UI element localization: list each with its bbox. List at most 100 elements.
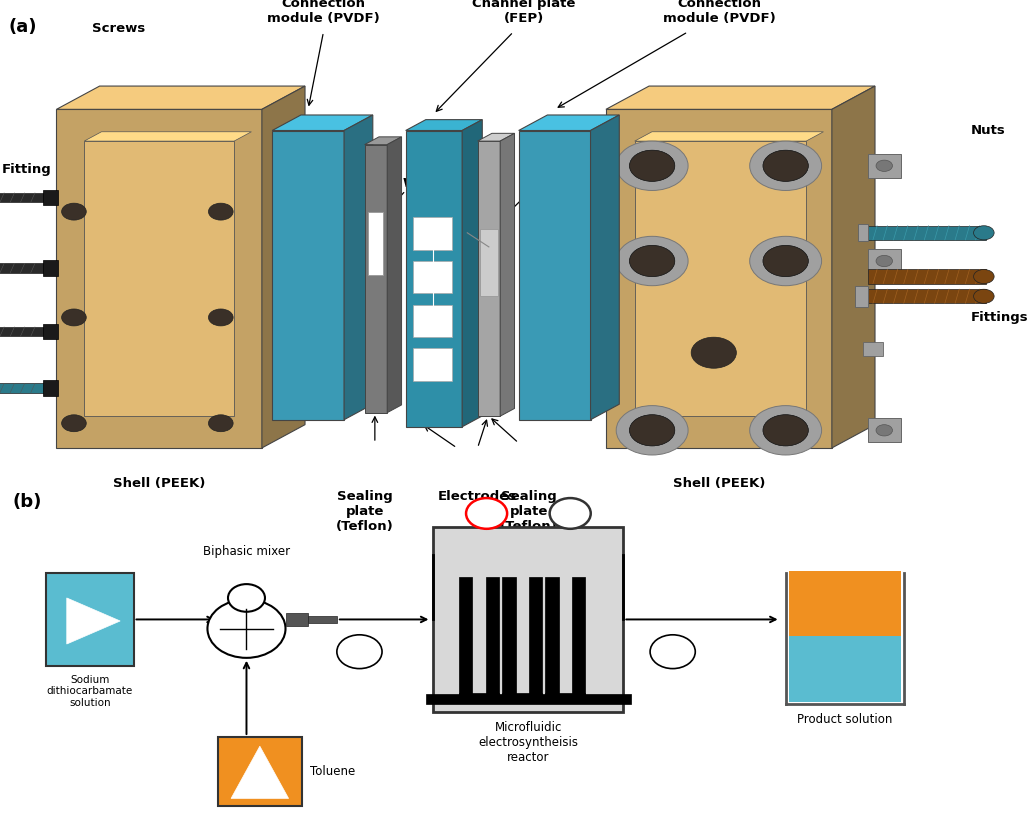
- Circle shape: [750, 236, 822, 286]
- Polygon shape: [855, 286, 868, 307]
- Polygon shape: [462, 119, 483, 427]
- Circle shape: [974, 289, 994, 304]
- Bar: [545, 577, 559, 700]
- Polygon shape: [858, 225, 868, 241]
- Circle shape: [763, 151, 808, 181]
- Polygon shape: [84, 132, 252, 141]
- Text: Shell (PEEK): Shell (PEEK): [113, 477, 205, 490]
- Bar: [286, 612, 308, 626]
- Circle shape: [630, 151, 675, 181]
- Circle shape: [876, 160, 892, 171]
- Text: 1: 1: [355, 645, 364, 658]
- Bar: [545, 693, 585, 702]
- Polygon shape: [606, 86, 875, 109]
- Polygon shape: [43, 260, 58, 276]
- Polygon shape: [478, 141, 500, 416]
- Text: Sealing
plate
(Teflon): Sealing plate (Teflon): [500, 491, 558, 533]
- Polygon shape: [519, 131, 591, 420]
- Polygon shape: [868, 249, 901, 273]
- Circle shape: [616, 406, 688, 455]
- Circle shape: [630, 245, 675, 277]
- Text: 2: 2: [669, 645, 677, 658]
- Polygon shape: [606, 109, 832, 448]
- Circle shape: [630, 151, 675, 181]
- Bar: [486, 577, 499, 700]
- Bar: [502, 577, 516, 700]
- Circle shape: [876, 255, 892, 267]
- Text: −: −: [563, 504, 578, 523]
- Circle shape: [750, 141, 822, 190]
- Bar: [480, 230, 498, 296]
- Polygon shape: [500, 133, 515, 416]
- Bar: [413, 261, 452, 294]
- Bar: [413, 305, 452, 337]
- Text: Wire: Wire: [403, 177, 438, 190]
- Bar: [0, 263, 46, 272]
- Circle shape: [763, 415, 808, 446]
- Bar: [426, 694, 631, 704]
- Circle shape: [876, 425, 892, 436]
- Polygon shape: [43, 323, 58, 339]
- Circle shape: [62, 415, 86, 432]
- Circle shape: [208, 415, 233, 432]
- Text: Fittings: Fittings: [971, 311, 1027, 324]
- Bar: [868, 269, 986, 284]
- Circle shape: [974, 269, 994, 284]
- Bar: [218, 737, 302, 806]
- Bar: [0, 327, 46, 336]
- Circle shape: [763, 415, 808, 446]
- Text: Nuts: Nuts: [971, 124, 1005, 137]
- Polygon shape: [406, 119, 483, 131]
- Bar: [868, 226, 986, 239]
- Circle shape: [650, 635, 695, 668]
- Bar: [0, 193, 46, 202]
- Text: Biphasic mixer: Biphasic mixer: [203, 545, 290, 558]
- Circle shape: [62, 203, 86, 220]
- Polygon shape: [832, 86, 875, 448]
- Bar: [308, 616, 337, 623]
- Circle shape: [207, 599, 286, 658]
- Bar: [413, 348, 452, 381]
- Circle shape: [763, 151, 808, 181]
- Polygon shape: [272, 131, 344, 420]
- Polygon shape: [635, 132, 824, 141]
- Bar: [502, 693, 542, 702]
- Bar: [789, 571, 901, 636]
- Polygon shape: [868, 154, 901, 178]
- Polygon shape: [863, 342, 883, 356]
- Circle shape: [630, 415, 675, 446]
- Polygon shape: [365, 137, 402, 145]
- Polygon shape: [43, 190, 58, 205]
- Bar: [0, 384, 46, 393]
- Circle shape: [763, 245, 808, 277]
- Text: (a): (a): [8, 17, 37, 35]
- Polygon shape: [56, 86, 305, 109]
- Text: Screws: Screws: [92, 21, 146, 35]
- Bar: [459, 577, 472, 700]
- Text: +: +: [480, 504, 494, 523]
- Bar: [529, 577, 542, 700]
- Circle shape: [630, 415, 675, 446]
- Polygon shape: [84, 141, 234, 416]
- Circle shape: [750, 406, 822, 455]
- Bar: [572, 577, 585, 700]
- Polygon shape: [56, 109, 262, 448]
- Circle shape: [616, 236, 688, 286]
- Circle shape: [337, 635, 382, 668]
- Polygon shape: [591, 115, 619, 420]
- Bar: [868, 289, 986, 304]
- Text: Fitting: Fitting: [2, 163, 51, 176]
- Bar: [459, 693, 499, 702]
- Bar: [433, 528, 623, 712]
- Polygon shape: [868, 418, 901, 442]
- Polygon shape: [344, 115, 373, 420]
- Polygon shape: [519, 115, 619, 131]
- Bar: [413, 217, 452, 249]
- Circle shape: [630, 245, 675, 277]
- Polygon shape: [387, 137, 402, 412]
- Text: Product solution: Product solution: [797, 714, 892, 726]
- Text: Connection
module (PVDF): Connection module (PVDF): [267, 0, 380, 25]
- Circle shape: [974, 226, 994, 239]
- Bar: [46, 574, 134, 666]
- Text: Microfluidic
electrosyntheisis
reactor: Microfluidic electrosyntheisis reactor: [479, 721, 578, 764]
